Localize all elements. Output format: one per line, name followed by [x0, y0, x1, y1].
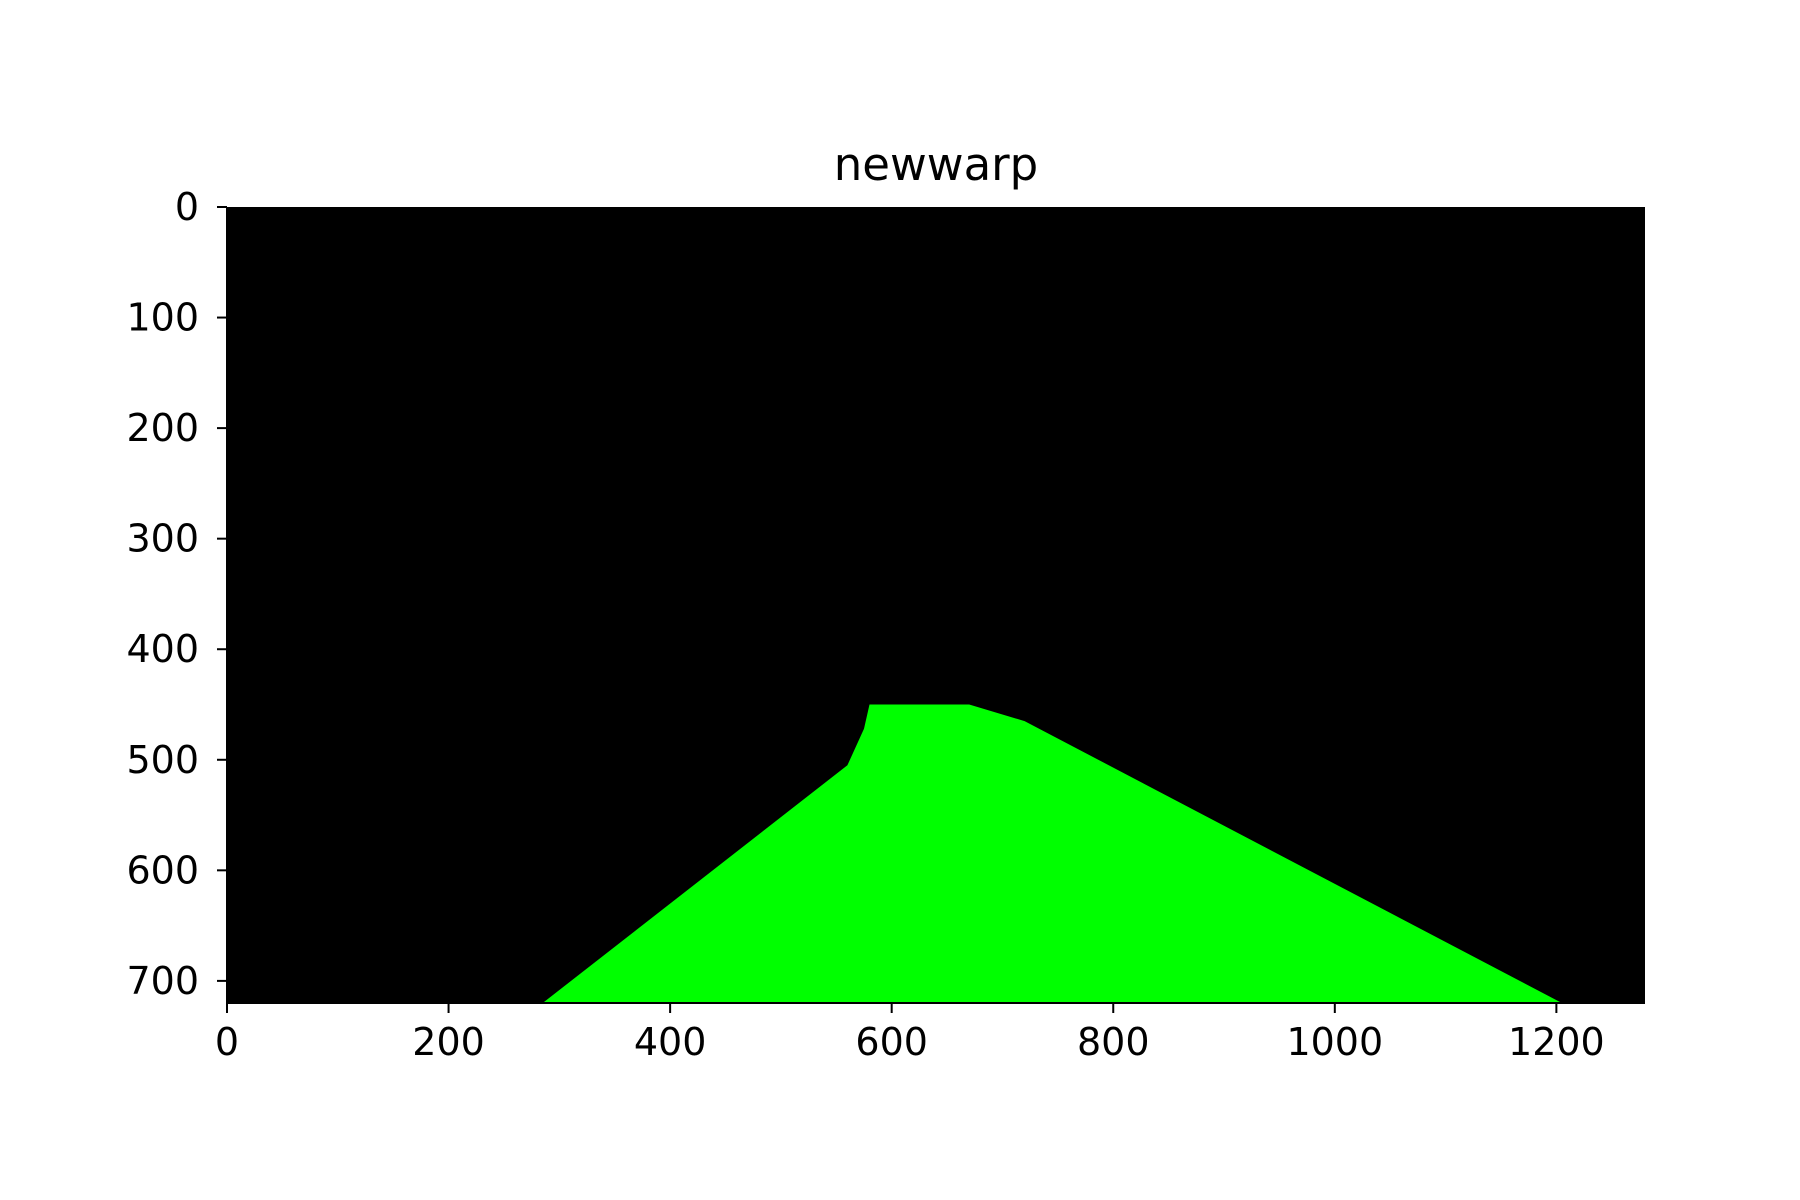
x-tick-label: 600 — [855, 1020, 928, 1064]
x-tick-label: 1200 — [1508, 1020, 1605, 1064]
y-tick-label: 400 — [126, 627, 199, 671]
filled-region — [542, 704, 1562, 1003]
y-tick-label: 0 — [175, 185, 199, 229]
chart-title: newwarp — [834, 138, 1038, 191]
y-tick-label: 100 — [126, 296, 199, 340]
x-tick-label: 0 — [215, 1020, 239, 1064]
y-tick-label: 300 — [126, 517, 199, 561]
y-tick-label: 500 — [126, 738, 199, 782]
x-tick-label: 800 — [1077, 1020, 1150, 1064]
x-tick-label: 200 — [412, 1020, 485, 1064]
y-tick-label: 600 — [126, 848, 199, 892]
y-tick-label: 200 — [126, 406, 199, 450]
x-tick-label: 1000 — [1286, 1020, 1383, 1064]
x-tick-label: 400 — [634, 1020, 707, 1064]
y-tick-label: 700 — [126, 959, 199, 1003]
